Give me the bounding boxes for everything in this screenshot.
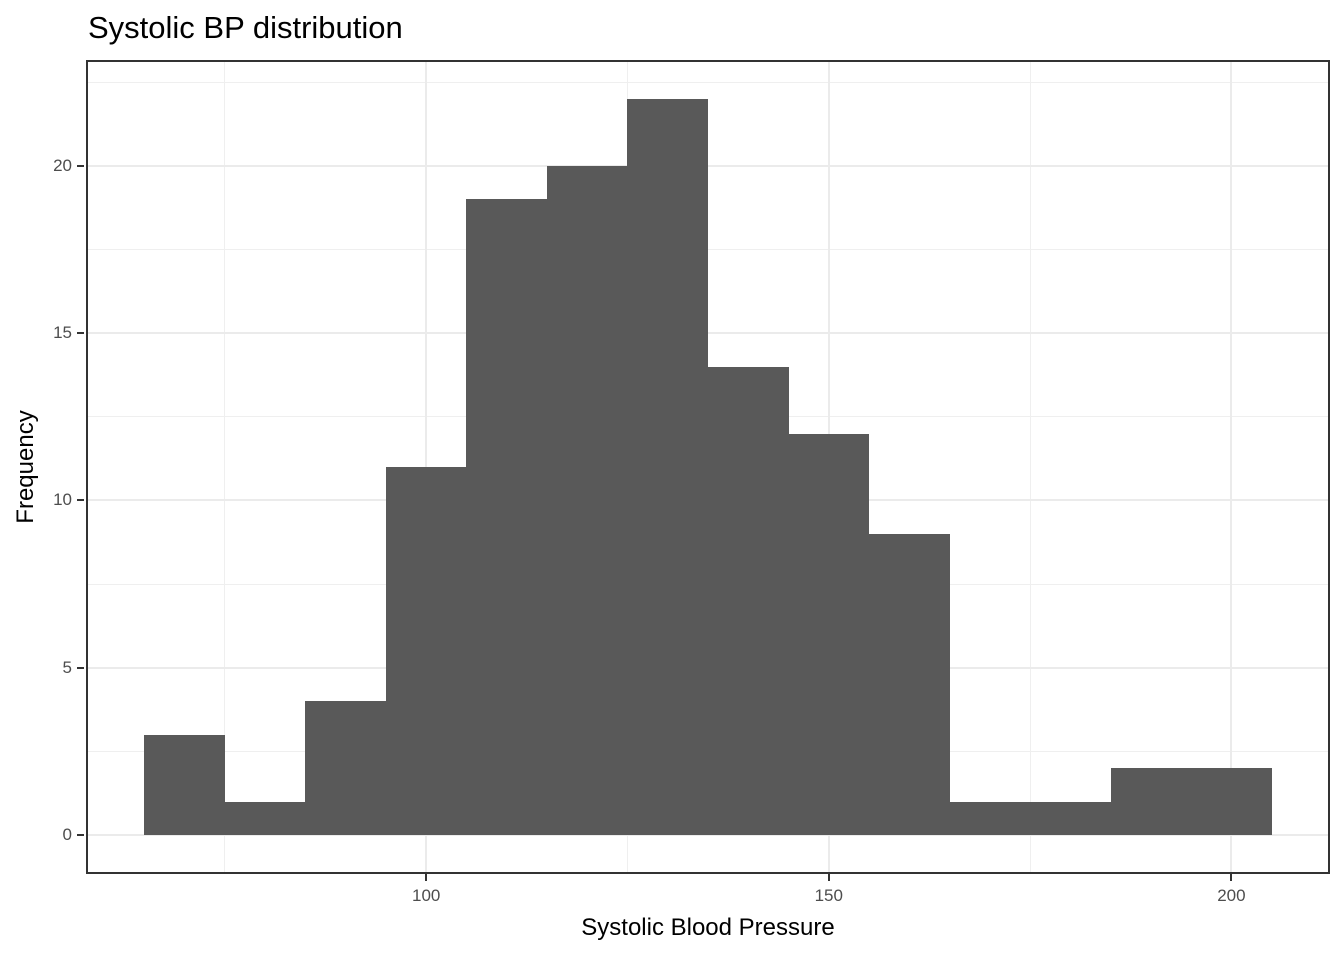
histogram-bar — [546, 165, 628, 836]
histogram-bar — [1110, 768, 1192, 836]
x-minor-gridline — [224, 62, 226, 872]
y-axis-tick — [77, 332, 84, 335]
y-tick-label: 15 — [53, 323, 72, 343]
histogram-bar — [305, 701, 386, 836]
x-axis-tick — [425, 874, 428, 881]
histogram-bar — [869, 533, 950, 836]
histogram-bar — [949, 801, 1031, 836]
histogram-bar — [466, 199, 547, 836]
y-major-gridline — [88, 332, 1328, 335]
x-axis-tick — [827, 874, 830, 881]
y-axis-tick — [77, 499, 84, 502]
histogram-bar — [144, 734, 225, 836]
x-tick-label: 100 — [411, 886, 441, 905]
histogram-bar — [788, 433, 870, 836]
y-axis-tick — [77, 164, 84, 167]
y-axis-tick — [77, 666, 84, 669]
x-major-gridline — [1230, 62, 1233, 872]
y-minor-gridline — [88, 248, 1328, 250]
y-minor-gridline — [88, 81, 1328, 83]
plot-title: Systolic BP distribution — [88, 10, 403, 45]
histogram-bar — [1191, 768, 1272, 836]
histogram-bar — [627, 98, 708, 836]
histogram-bar — [1030, 801, 1111, 836]
y-axis-title: Frequency — [12, 410, 39, 524]
histogram-bar — [385, 467, 467, 836]
y-major-gridline — [88, 834, 1328, 837]
x-axis-title: Systolic Blood Pressure — [581, 914, 835, 941]
y-tick-label: 20 — [53, 155, 72, 175]
x-axis-tick — [1230, 874, 1233, 881]
y-tick-label: 0 — [62, 825, 72, 845]
y-tick-label: 5 — [62, 657, 72, 677]
plot-panel — [86, 60, 1330, 874]
y-axis-tick — [77, 834, 84, 837]
histogram-bar — [224, 801, 306, 836]
y-major-gridline — [88, 164, 1328, 167]
x-tick-label: 200 — [1217, 886, 1246, 905]
x-tick-label: 150 — [814, 886, 843, 905]
histogram-bar — [708, 366, 789, 836]
x-minor-gridline — [1029, 62, 1031, 872]
y-tick-label: 10 — [53, 490, 72, 510]
